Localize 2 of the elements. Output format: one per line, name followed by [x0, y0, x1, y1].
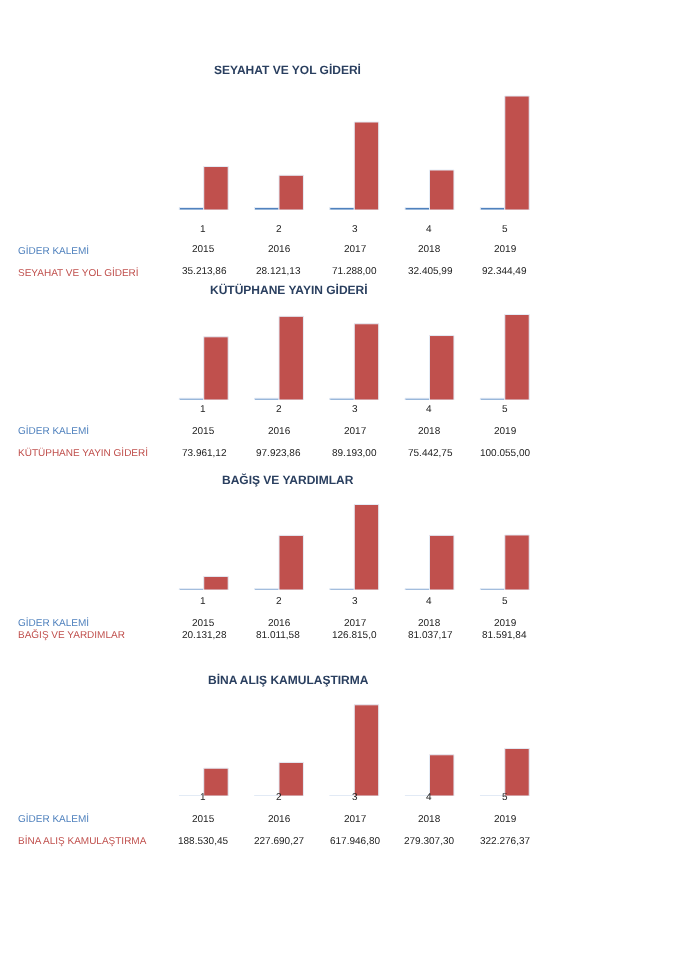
bar — [429, 754, 455, 796]
bar — [504, 747, 530, 796]
